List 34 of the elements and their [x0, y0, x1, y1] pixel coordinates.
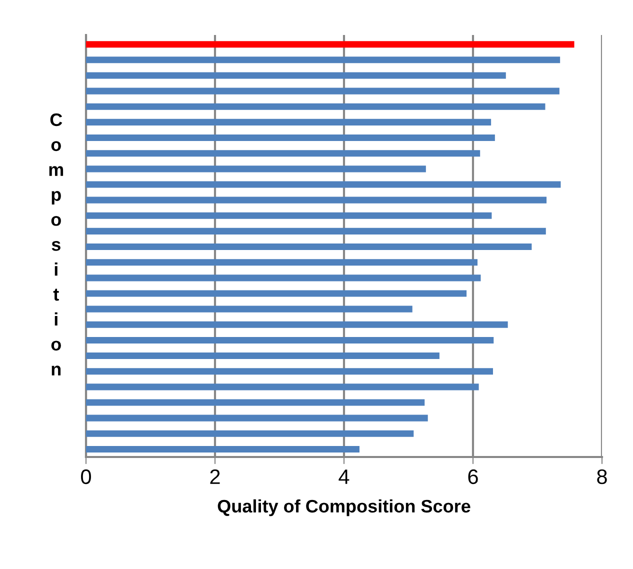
bar	[86, 384, 479, 390]
bar	[86, 72, 506, 79]
bar	[86, 274, 481, 282]
bar	[86, 166, 426, 172]
x-tick-label: 2	[210, 469, 220, 484]
bar	[86, 352, 440, 360]
bar	[86, 321, 508, 328]
bar	[86, 259, 478, 266]
bar	[86, 446, 360, 452]
bar	[86, 430, 414, 437]
x-tick-label: 4	[338, 470, 350, 484]
bar	[86, 228, 546, 234]
bar	[86, 306, 412, 312]
bar	[86, 134, 495, 142]
bar	[86, 118, 492, 126]
bar	[86, 41, 574, 48]
bar	[86, 88, 560, 94]
bar	[86, 150, 480, 157]
x-tick-label: 6	[468, 469, 478, 484]
x-tick-label: 8	[597, 469, 607, 484]
text: Composition	[49, 113, 64, 376]
bar	[86, 244, 532, 250]
x-tick-label: 0	[81, 469, 91, 484]
bar	[86, 368, 493, 375]
bar	[86, 212, 492, 219]
bar	[86, 181, 561, 188]
bar	[86, 290, 467, 297]
bar	[86, 56, 560, 64]
bar	[86, 196, 547, 204]
bar	[86, 414, 428, 422]
x-axis-title: Quality of Composition Score	[218, 499, 470, 516]
bar	[86, 336, 494, 344]
bar	[86, 103, 546, 110]
bar	[86, 399, 425, 406]
